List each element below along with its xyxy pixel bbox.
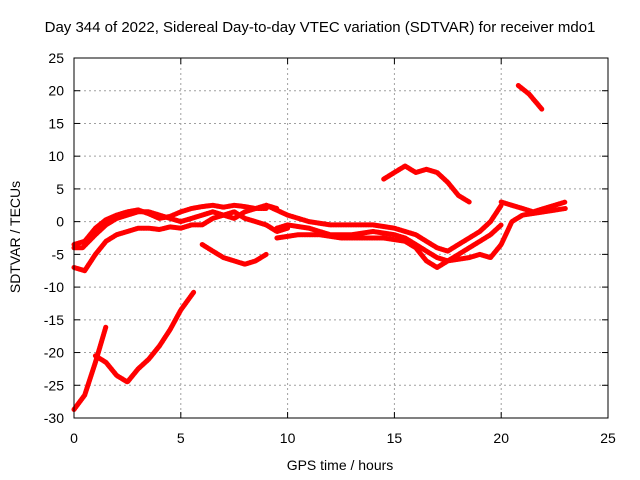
y-tick-label: -20 <box>44 345 64 361</box>
y-tick-label: -10 <box>44 279 64 295</box>
y-tick-label: 20 <box>48 83 64 99</box>
y-tick-label: 15 <box>48 115 64 131</box>
series-arc-3 <box>71 209 291 274</box>
series-arc-6 <box>274 222 504 264</box>
series-arc-8 <box>498 199 568 215</box>
y-tick-label: -15 <box>44 312 64 328</box>
axis-ticks: 0 5 10 15 20 25 -30 -25 -20 -15 -10 -5 0 5 10 15 20 25 <box>44 50 616 446</box>
series-arc-9 <box>381 163 472 205</box>
series-arc-11 <box>71 323 109 412</box>
y-tick-label: 0 <box>56 214 64 230</box>
y-tick-label: -30 <box>44 410 64 426</box>
y-tick-label: 10 <box>48 148 64 164</box>
x-tick-label: 0 <box>70 430 78 446</box>
series-arc-12 <box>92 289 197 385</box>
series-arc-7 <box>274 206 568 270</box>
plot-frame <box>73 57 609 419</box>
series-arc-4 <box>199 242 269 267</box>
x-tick-label: 10 <box>280 430 296 446</box>
grid-lines <box>74 58 608 418</box>
series-arc-10 <box>515 83 545 112</box>
y-tick-label: 25 <box>48 50 64 66</box>
y-tick-label: 5 <box>56 181 64 197</box>
y-axis-label: SDTVAR / TECUs <box>7 180 23 294</box>
y-tick-label: -5 <box>52 246 65 262</box>
series-arc-2 <box>71 206 269 251</box>
series-layer <box>71 83 568 412</box>
x-tick-label: 15 <box>387 430 403 446</box>
x-tick-label: 25 <box>600 430 616 446</box>
chart-title: Day 344 of 2022, Sidereal Day-to-day VTE… <box>44 19 596 36</box>
series-arc-5 <box>263 202 504 254</box>
x-tick-label: 20 <box>493 430 509 446</box>
x-tick-label: 5 <box>177 430 185 446</box>
series-arc-1 <box>71 202 280 247</box>
x-axis-label: GPS time / hours <box>286 457 394 473</box>
y-tick-label: -25 <box>44 377 64 393</box>
